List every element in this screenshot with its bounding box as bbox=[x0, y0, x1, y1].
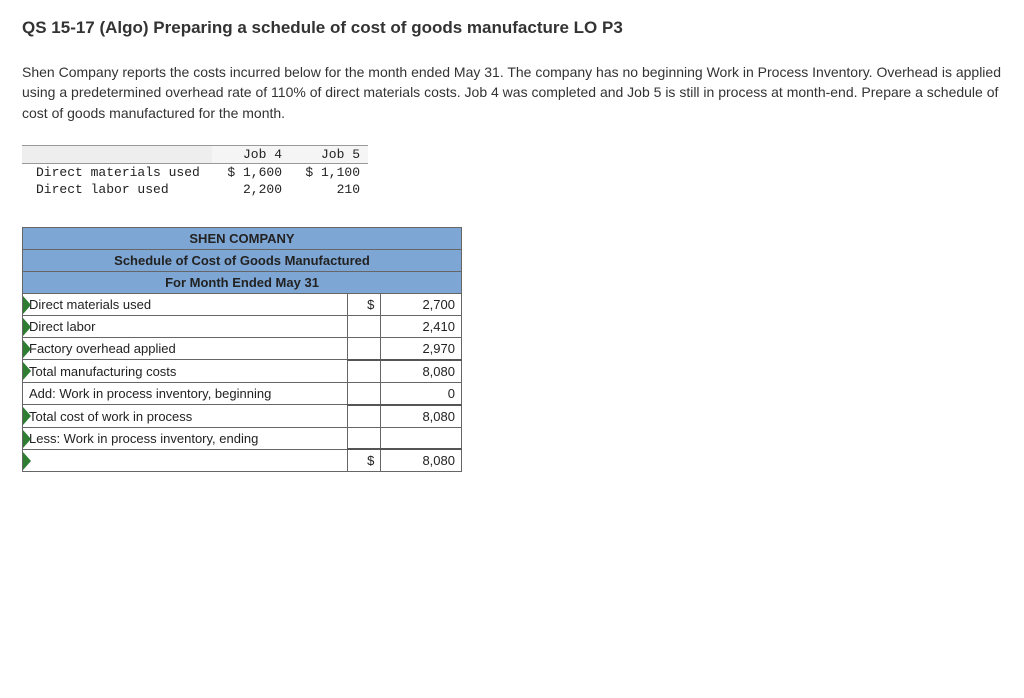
dropdown-tick-icon bbox=[21, 428, 33, 449]
schedule-row: Direct materials used$2,700 bbox=[23, 293, 462, 315]
schedule-company-header: SHEN COMPANY bbox=[23, 227, 462, 249]
dropdown-tick-icon bbox=[21, 316, 33, 337]
schedule-value-cell[interactable] bbox=[381, 427, 462, 449]
schedule-currency-cell bbox=[347, 405, 381, 428]
schedule-currency-cell bbox=[347, 427, 381, 449]
dropdown-tick-icon bbox=[21, 294, 33, 315]
schedule-currency-cell bbox=[347, 382, 381, 405]
schedule-row: Total manufacturing costs 8,080 bbox=[23, 360, 462, 383]
cost-row-label: Direct materials used bbox=[22, 163, 212, 181]
cost-col-header: Job 4 bbox=[212, 145, 290, 163]
schedule-currency-cell: $ bbox=[347, 293, 381, 315]
schedule-value-cell[interactable]: 2,410 bbox=[381, 315, 462, 337]
schedule-value-cell[interactable]: 2,700 bbox=[381, 293, 462, 315]
dropdown-tick-icon bbox=[21, 450, 33, 472]
dropdown-tick-icon bbox=[21, 360, 33, 382]
schedule-value-cell[interactable]: 8,080 bbox=[381, 405, 462, 428]
schedule-currency-cell bbox=[347, 337, 381, 360]
schedule-period-header: For Month Ended May 31 bbox=[23, 271, 462, 293]
schedule-row: Factory overhead applied 2,970 bbox=[23, 337, 462, 360]
dropdown-tick-icon bbox=[21, 338, 33, 360]
schedule-row: Direct labor 2,410 bbox=[23, 315, 462, 337]
schedule-value-cell[interactable]: 2,970 bbox=[381, 337, 462, 360]
cost-row: Direct labor used 2,200 210 bbox=[22, 181, 368, 198]
schedule-row-label[interactable] bbox=[23, 449, 348, 472]
question-prompt: Shen Company reports the costs incurred … bbox=[22, 62, 1002, 123]
schedule-row-label[interactable]: Total cost of work in process bbox=[23, 405, 348, 428]
schedule-currency-cell bbox=[347, 315, 381, 337]
schedule-row: Add: Work in process inventory, beginnin… bbox=[23, 382, 462, 405]
schedule-row-label[interactable]: Less: Work in process inventory, ending bbox=[23, 427, 348, 449]
schedule-row-label[interactable]: Add: Work in process inventory, beginnin… bbox=[23, 382, 348, 405]
dropdown-tick-icon bbox=[21, 405, 33, 427]
cost-cell: 2,200 bbox=[212, 181, 290, 198]
schedule-row-label[interactable]: Factory overhead applied bbox=[23, 337, 348, 360]
schedule-row: $8,080 bbox=[23, 449, 462, 472]
schedule-value-cell[interactable]: 0 bbox=[381, 382, 462, 405]
schedule-value-cell[interactable]: 8,080 bbox=[381, 449, 462, 472]
cost-table-header-row: Job 4 Job 5 bbox=[22, 145, 368, 163]
schedule-currency-cell bbox=[347, 360, 381, 383]
schedule-title-header: Schedule of Cost of Goods Manufactured bbox=[23, 249, 462, 271]
schedule-row-label[interactable]: Total manufacturing costs bbox=[23, 360, 348, 383]
schedule-currency-cell: $ bbox=[347, 449, 381, 472]
schedule-table-container: SHEN COMPANY Schedule of Cost of Goods M… bbox=[22, 227, 1002, 473]
cost-input-table: Job 4 Job 5 Direct materials used $ 1,60… bbox=[22, 145, 368, 198]
schedule-value-cell[interactable]: 8,080 bbox=[381, 360, 462, 383]
cost-col-header: Job 5 bbox=[290, 145, 368, 163]
cost-row-label: Direct labor used bbox=[22, 181, 212, 198]
cost-row: Direct materials used $ 1,600 $ 1,100 bbox=[22, 163, 368, 181]
schedule-row: Total cost of work in process 8,080 bbox=[23, 405, 462, 428]
schedule-row-label[interactable]: Direct materials used bbox=[23, 293, 348, 315]
schedule-row: Less: Work in process inventory, ending bbox=[23, 427, 462, 449]
page-title: QS 15-17 (Algo) Preparing a schedule of … bbox=[22, 18, 1002, 38]
schedule-row-label[interactable]: Direct labor bbox=[23, 315, 348, 337]
cost-cell: $ 1,100 bbox=[290, 163, 368, 181]
cost-cell: $ 1,600 bbox=[212, 163, 290, 181]
cost-cell: 210 bbox=[290, 181, 368, 198]
